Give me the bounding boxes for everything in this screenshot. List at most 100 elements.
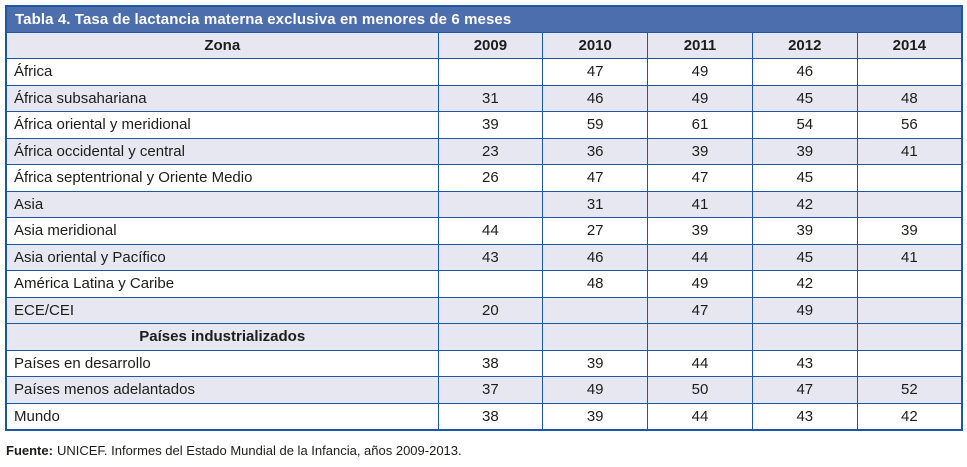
source-text: UNICEF. Informes del Estado Mundial de l… bbox=[56, 443, 462, 458]
value-cell: 48 bbox=[542, 270, 649, 298]
value-cell bbox=[856, 296, 963, 324]
column-header-zona: Zona bbox=[5, 32, 439, 59]
value-cell: 41 bbox=[856, 137, 963, 165]
value-cell: 43 bbox=[751, 402, 858, 431]
group-label-cell: Países industrializados bbox=[5, 323, 439, 351]
value-cell: 41 bbox=[856, 243, 963, 271]
value-cell: 39 bbox=[437, 111, 544, 139]
value-cell: 47 bbox=[751, 376, 858, 404]
value-cell: 27 bbox=[542, 217, 649, 245]
table-row: África subsahariana 31 46 49 45 48 bbox=[5, 84, 963, 112]
table-row: América Latina y Caribe 48 49 42 bbox=[5, 270, 963, 298]
table-header-row: Zona 2009 2010 2011 2012 2014 bbox=[5, 32, 963, 59]
value-cell: 46 bbox=[751, 58, 858, 86]
zona-cell: África septentrional y Oriente Medio bbox=[5, 164, 439, 192]
table-title: Tabla 4. Tasa de lactancia materna exclu… bbox=[4, 5, 964, 33]
table-row: Países en desarrollo 38 39 44 43 bbox=[5, 349, 963, 377]
value-cell bbox=[856, 270, 963, 298]
value-cell: 42 bbox=[751, 270, 858, 298]
table-row: Asia 31 41 42 bbox=[5, 190, 963, 218]
value-cell: 47 bbox=[542, 164, 649, 192]
value-cell: 46 bbox=[542, 243, 649, 271]
value-cell: 39 bbox=[542, 349, 649, 377]
value-cell bbox=[437, 58, 544, 86]
value-cell: 36 bbox=[542, 137, 649, 165]
table-group-row: Países industrializados bbox=[5, 323, 963, 351]
zona-cell: Mundo bbox=[5, 402, 439, 431]
column-header-2012: 2012 bbox=[751, 32, 858, 59]
value-cell: 43 bbox=[751, 349, 858, 377]
table-row: África oriental y meridional 39 59 61 54… bbox=[5, 111, 963, 139]
value-cell: 39 bbox=[751, 137, 858, 165]
table-row: África 47 49 46 bbox=[5, 58, 963, 86]
table-row: Países menos adelantados 37 49 50 47 52 bbox=[5, 376, 963, 404]
value-cell bbox=[856, 349, 963, 377]
table-title-row: Tabla 4. Tasa de lactancia materna exclu… bbox=[4, 5, 964, 33]
value-cell bbox=[856, 164, 963, 192]
value-cell: 56 bbox=[856, 111, 963, 139]
value-cell: 52 bbox=[856, 376, 963, 404]
breastfeeding-rate-table: Tabla 4. Tasa de lactancia materna exclu… bbox=[4, 5, 964, 431]
column-header-2014: 2014 bbox=[856, 32, 963, 59]
zona-cell: Asia meridional bbox=[5, 217, 439, 245]
value-cell: 42 bbox=[856, 402, 963, 431]
value-cell: 38 bbox=[437, 402, 544, 431]
value-cell bbox=[647, 323, 753, 351]
value-cell: 59 bbox=[542, 111, 649, 139]
value-cell: 54 bbox=[751, 111, 858, 139]
value-cell bbox=[437, 270, 544, 298]
zona-cell: África bbox=[5, 58, 439, 86]
value-cell: 39 bbox=[647, 217, 753, 245]
zona-cell: África occidental y central bbox=[5, 137, 439, 165]
value-cell bbox=[856, 323, 963, 351]
value-cell: 39 bbox=[751, 217, 858, 245]
table-row: Mundo 38 39 44 43 42 bbox=[5, 402, 963, 431]
zona-cell: África subsahariana bbox=[5, 84, 439, 112]
value-cell: 49 bbox=[751, 296, 858, 324]
value-cell: 45 bbox=[751, 243, 858, 271]
zona-cell: América Latina y Caribe bbox=[5, 270, 439, 298]
table-row: África occidental y central 23 36 39 39 … bbox=[5, 137, 963, 165]
value-cell: 39 bbox=[542, 402, 649, 431]
zona-cell: África oriental y meridional bbox=[5, 111, 439, 139]
zona-cell: Países menos adelantados bbox=[5, 376, 439, 404]
zona-cell: Asia bbox=[5, 190, 439, 218]
value-cell: 47 bbox=[542, 58, 649, 86]
table-row: Asia oriental y Pacífico 43 46 44 45 41 bbox=[5, 243, 963, 271]
value-cell: 44 bbox=[647, 243, 753, 271]
value-cell bbox=[542, 323, 649, 351]
value-cell: 44 bbox=[647, 402, 753, 431]
value-cell: 39 bbox=[647, 137, 753, 165]
table-row: Asia meridional 44 27 39 39 39 bbox=[5, 217, 963, 245]
column-header-2009: 2009 bbox=[437, 32, 544, 59]
source-label: Fuente: bbox=[6, 443, 53, 458]
value-cell: 38 bbox=[437, 349, 544, 377]
value-cell: 47 bbox=[647, 296, 753, 324]
value-cell: 20 bbox=[437, 296, 544, 324]
zona-cell: Asia oriental y Pacífico bbox=[5, 243, 439, 271]
value-cell: 39 bbox=[856, 217, 963, 245]
value-cell bbox=[437, 190, 544, 218]
column-header-2010: 2010 bbox=[542, 32, 649, 59]
value-cell: 49 bbox=[647, 84, 753, 112]
column-header-2011: 2011 bbox=[647, 32, 753, 59]
value-cell bbox=[856, 58, 963, 86]
zona-cell: Países en desarrollo bbox=[5, 349, 439, 377]
value-cell: 42 bbox=[751, 190, 858, 218]
zona-cell: ECE/CEI bbox=[5, 296, 439, 324]
value-cell: 49 bbox=[542, 376, 649, 404]
value-cell bbox=[542, 296, 649, 324]
table-row: África septentrional y Oriente Medio 26 … bbox=[5, 164, 963, 192]
value-cell: 44 bbox=[437, 217, 544, 245]
value-cell: 31 bbox=[437, 84, 544, 112]
value-cell: 43 bbox=[437, 243, 544, 271]
value-cell: 49 bbox=[647, 270, 753, 298]
value-cell: 47 bbox=[647, 164, 753, 192]
value-cell: 31 bbox=[542, 190, 649, 218]
value-cell: 37 bbox=[437, 376, 544, 404]
value-cell: 48 bbox=[856, 84, 963, 112]
value-cell bbox=[437, 323, 544, 351]
value-cell: 23 bbox=[437, 137, 544, 165]
source-note: Fuente: UNICEF. Informes del Estado Mundi… bbox=[6, 443, 462, 458]
